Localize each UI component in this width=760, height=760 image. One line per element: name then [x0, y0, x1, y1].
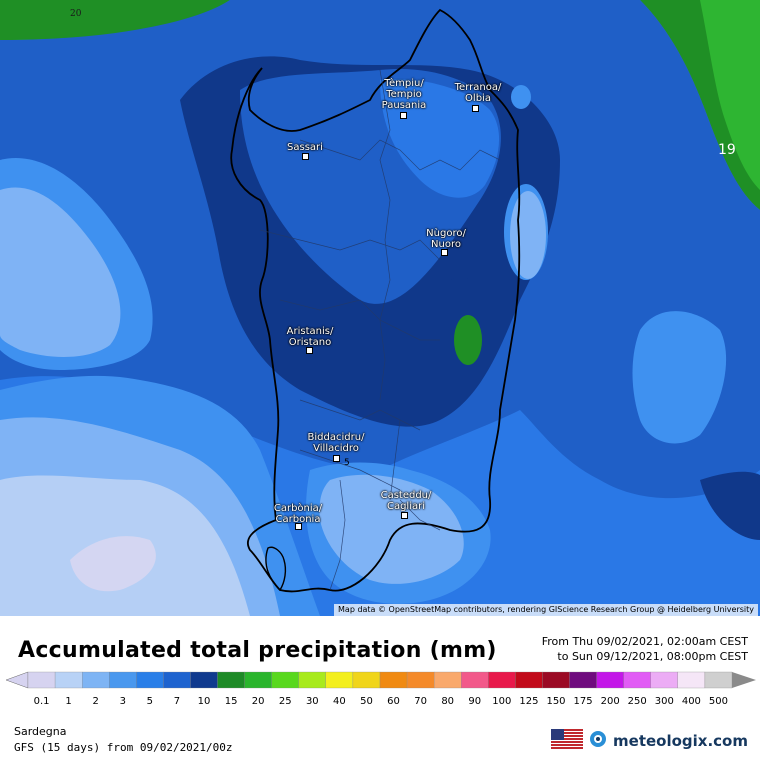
date-to: to Sun 09/12/2021, 08:00pm CEST	[557, 650, 748, 663]
legend-tick-label: 5	[147, 696, 153, 707]
legend-tick-label: 25	[279, 696, 292, 707]
city-marker-sassari[interactable]	[302, 153, 309, 160]
city-label-villacidro: Biddacidru/ Villacidro	[307, 432, 365, 454]
legend-tick-label: 100	[492, 696, 511, 707]
legend-arrow-right	[732, 672, 756, 688]
legend-tick-label: 175	[574, 696, 593, 707]
legend-swatch	[325, 671, 354, 689]
date-range: From Thu 09/02/2021, 02:00am CEST to Sun…	[542, 634, 748, 664]
legend-swatch	[406, 671, 435, 689]
legend-swatch	[82, 671, 110, 689]
city-label-olbia: Terranoa/ Olbia	[454, 82, 502, 104]
legend-swatch	[163, 671, 191, 689]
legend-tick-label: 70	[414, 696, 427, 707]
legend-swatch	[27, 671, 56, 689]
legend-swatch	[650, 671, 678, 689]
city-marker-cagliari[interactable]	[401, 512, 408, 519]
contour-label-19: 19	[718, 142, 736, 158]
legend-swatch	[596, 671, 624, 689]
legend-swatch	[569, 671, 597, 689]
legend-swatch	[298, 671, 326, 689]
precipitation-contours	[0, 0, 760, 616]
sardinia-coastline	[230, 8, 521, 593]
city-marker-oristano[interactable]	[306, 347, 313, 354]
legend-colorbar: 0.1 1 2 3 5 7 10 15 20 25 30 40 50 60 70 80 90 100 125 150 1…	[5, 671, 756, 707]
legend-tick-label: 10	[198, 696, 211, 707]
legend-tick-label: 200	[601, 696, 620, 707]
color-legend: 0.1 1 2 3 5 7 10 15 20 25 30 40 50 60 70 80 90 100 125 150 1…	[0, 668, 760, 714]
legend-tick-label: 500	[709, 696, 728, 707]
legend-swatch	[217, 671, 245, 689]
precipitation-map[interactable]: 20 19 5 Tèmpiu/ Tempio Pausania Terranoa…	[0, 0, 760, 616]
legend-swatch	[244, 671, 272, 689]
city-label-cagliari: Casteddu/ Cagliari	[380, 490, 432, 512]
legend-swatch	[352, 671, 381, 689]
legend-tick-label: 7	[174, 696, 180, 707]
legend-swatch	[109, 671, 137, 689]
legend-swatch	[190, 671, 218, 689]
legend-tick-label: 300	[655, 696, 674, 707]
city-label-oristano: Aristanis/ Oristano	[286, 326, 334, 348]
city-label-sassari: Sassari	[287, 142, 323, 153]
city-marker-nuoro[interactable]	[441, 249, 448, 256]
city-marker-olbia[interactable]	[472, 105, 479, 112]
legend-tick-label: 30	[306, 696, 319, 707]
legend-swatch	[677, 671, 706, 689]
field-2-3mm-east	[510, 191, 546, 279]
city-marker-villacidro[interactable]	[333, 455, 340, 462]
legend-tick-label: 2	[93, 696, 99, 707]
field-15mm-core	[454, 315, 482, 365]
contour-label-5: 5	[344, 458, 350, 468]
brand[interactable]: meteologix.com	[551, 729, 748, 753]
page-title: Accumulated total precipitation (mm)	[18, 638, 497, 663]
legend-tick-label: 150	[546, 696, 565, 707]
map-attribution: Map data © OpenStreetMap contributors, r…	[334, 604, 758, 616]
legend-swatch	[379, 671, 408, 689]
legend-tick-label: 40	[333, 696, 346, 707]
legend-tick-label: 60	[387, 696, 400, 707]
legend-swatch	[136, 671, 164, 689]
legend-tick-label: 250	[628, 696, 647, 707]
field-3-5mm-east	[632, 311, 727, 444]
legend-tick-label: 90	[468, 696, 481, 707]
legend-tick-label: 0.1	[34, 696, 50, 707]
legend-swatch	[271, 671, 299, 689]
city-label-tempio: Tèmpiu/ Tempio Pausania	[381, 78, 427, 111]
field-2-3mm-west	[0, 187, 121, 357]
field-2-3mm-cagliari	[319, 474, 464, 584]
sant-antioco-coastline	[265, 546, 287, 592]
legend-tick-label: 1	[65, 696, 71, 707]
model-run-label: GFS (15 days) from 09/02/2021/00z	[14, 741, 233, 754]
legend-tick-label: 80	[441, 696, 454, 707]
legend-swatch	[623, 671, 651, 689]
legend-tick-label: 50	[360, 696, 373, 707]
region-label: Sardegna	[14, 725, 67, 738]
legend-swatch	[704, 671, 733, 689]
legend-swatch	[434, 671, 462, 689]
us-flag-icon[interactable]	[551, 729, 584, 753]
city-marker-carbonia[interactable]	[295, 523, 302, 530]
legend-tick-label: 20	[252, 696, 265, 707]
city-label-carbonia: Carbònia/ Carbonia	[273, 503, 323, 525]
legend-tick-label: 125	[519, 696, 538, 707]
meteologix-logo-icon	[589, 730, 607, 752]
legend-swatch	[54, 671, 83, 689]
date-from: From Thu 09/02/2021, 02:00am CEST	[541, 635, 748, 648]
field-20mm-ne	[700, 0, 760, 190]
brand-name[interactable]: meteologix.com	[613, 732, 748, 750]
legend-swatch	[542, 671, 570, 689]
legend-tick-label: 3	[120, 696, 126, 707]
legend-tick-label: 400	[682, 696, 701, 707]
city-label-nuoro: Nùgoro/ Nuoro	[426, 228, 466, 250]
legend-swatch	[488, 671, 516, 689]
contour-label-20: 20	[70, 9, 82, 19]
legend-swatch	[515, 671, 543, 689]
province-borders	[259, 69, 501, 591]
legend-swatch	[461, 671, 489, 689]
legend-arrow-left	[5, 671, 29, 689]
field-15mm-nw	[0, 0, 230, 40]
legend-tick-label: 15	[225, 696, 238, 707]
city-marker-tempio[interactable]	[400, 112, 407, 119]
field-0_1-1mm-sw	[70, 536, 156, 592]
